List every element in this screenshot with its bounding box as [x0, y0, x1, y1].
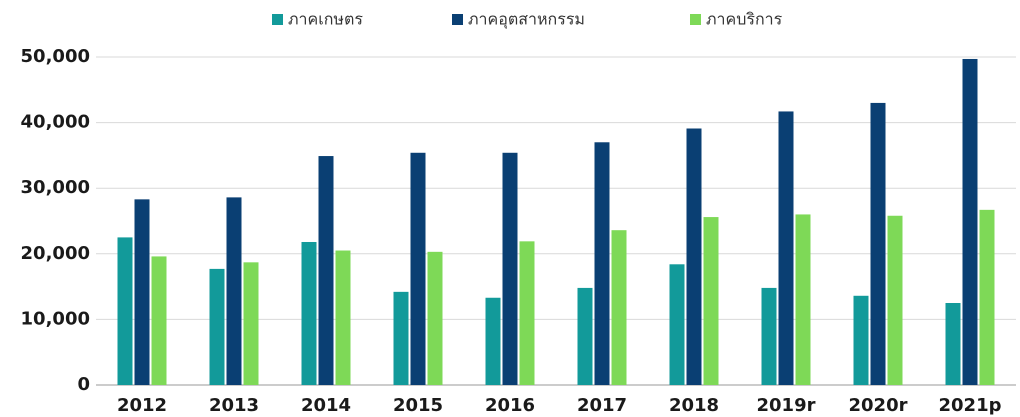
y-tick-label: 0 — [77, 374, 90, 395]
bar — [243, 262, 259, 385]
bar — [669, 264, 685, 385]
bar — [335, 250, 351, 385]
legend-label: ภาคเกษตร — [288, 10, 363, 29]
bar — [427, 251, 443, 385]
y-tick-label: 10,000 — [21, 308, 90, 329]
bar — [485, 297, 501, 385]
x-tick-label: 2013 — [209, 395, 259, 416]
legend-swatch — [272, 14, 283, 25]
bar — [226, 197, 242, 385]
x-tick-label: 2018 — [669, 395, 719, 416]
y-tick-label: 20,000 — [21, 243, 90, 264]
bar — [703, 217, 719, 385]
x-tick-label: 2019r — [757, 395, 816, 416]
bar — [962, 58, 978, 386]
bar — [519, 241, 535, 385]
bar — [611, 230, 627, 385]
bar — [778, 111, 794, 385]
bar — [318, 156, 334, 385]
x-tick-label: 2016 — [485, 395, 535, 416]
bar — [870, 102, 886, 386]
bar — [134, 199, 150, 385]
x-tick-label: 2017 — [577, 395, 627, 416]
x-tick-label: 2020r — [849, 395, 908, 416]
bar — [979, 209, 995, 385]
y-tick-label: 40,000 — [21, 112, 90, 133]
bar — [393, 291, 409, 385]
legend-swatch — [690, 14, 701, 25]
bar — [209, 268, 225, 385]
y-tick-label: 50,000 — [21, 46, 90, 67]
bar — [945, 303, 961, 385]
bar — [117, 237, 133, 385]
bar — [853, 295, 869, 385]
legend-swatch — [452, 14, 463, 25]
x-tick-label: 2012 — [117, 395, 167, 416]
legend-label: ภาคบริการ — [706, 10, 783, 29]
bar — [594, 142, 610, 385]
bar — [686, 128, 702, 385]
y-tick-label: 30,000 — [21, 177, 90, 198]
x-tick-label: 2015 — [393, 395, 443, 416]
legend-label: ภาคอุตสาหกรรม — [468, 10, 585, 30]
bar — [151, 256, 167, 385]
bar — [410, 152, 426, 385]
bar — [301, 241, 317, 385]
bar — [795, 214, 811, 385]
bar — [761, 287, 777, 385]
bar — [887, 215, 903, 385]
bar — [577, 287, 593, 385]
x-tick-label: 2021p — [939, 395, 1002, 416]
x-tick-label: 2014 — [301, 395, 351, 416]
bar — [502, 152, 518, 385]
